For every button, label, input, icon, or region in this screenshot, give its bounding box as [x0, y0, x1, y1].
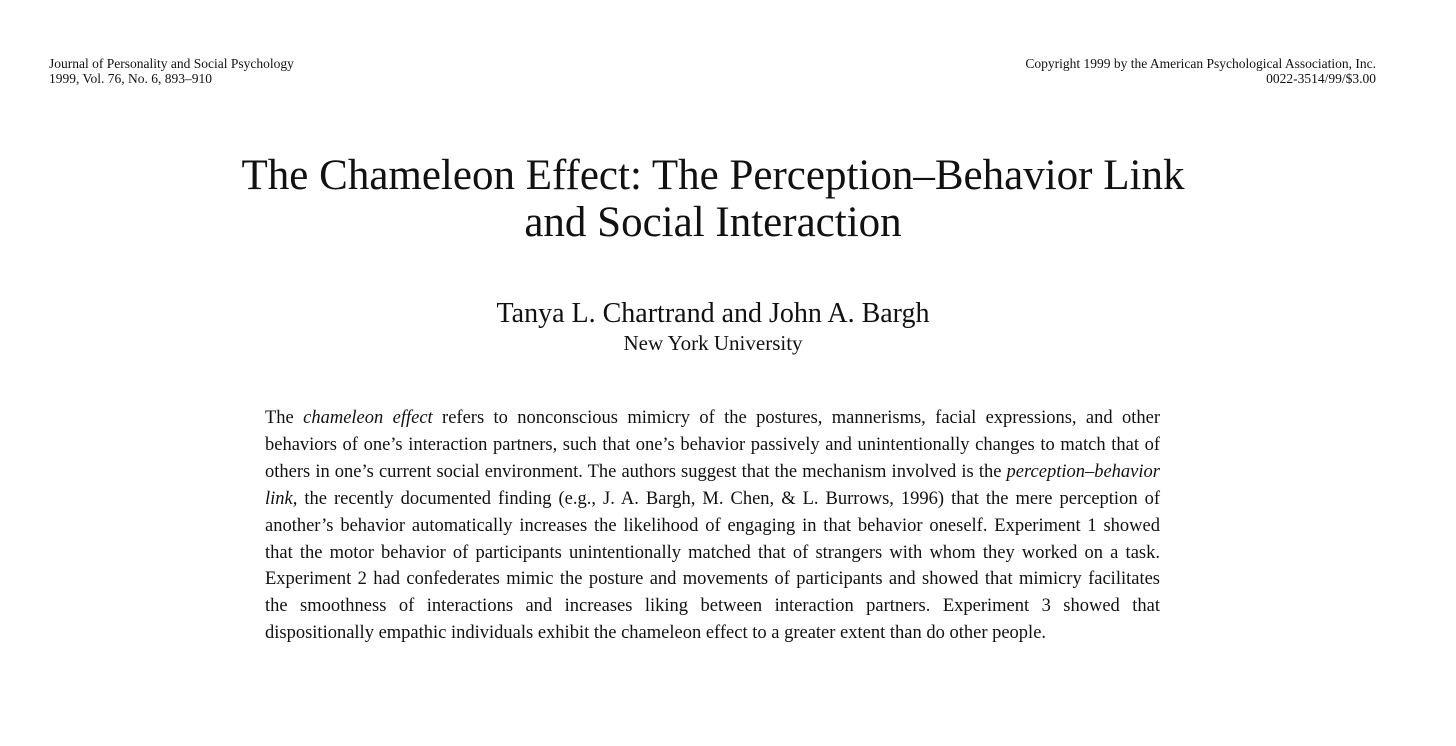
abstract-term-perception-behavior-link: perception–behavior link,	[265, 461, 1160, 509]
issn-price: 0022-3514/99/$3.00	[1266, 71, 1376, 86]
abstract: The chameleon effect refers to nonconsci…	[265, 405, 1160, 647]
journal-citation: Journal of Personality and Social Psycho…	[49, 56, 294, 86]
abstract-term-chameleon-effect: chameleon effect	[303, 408, 433, 428]
article-title: The Chameleon Effect: The Perception–Beh…	[0, 152, 1426, 246]
article-authors: Tanya L. Chartrand and John A. Bargh	[496, 298, 930, 329]
journal-volume-info: 1999, Vol. 76, No. 6, 893–910	[49, 71, 213, 86]
article-title-line-1: The Chameleon Effect: The Perception–Beh…	[241, 152, 1185, 199]
copyright-notice: Copyright 1999 by the American Psycholog…	[1025, 56, 1376, 86]
journal-name: Journal of Personality and Social Psycho…	[49, 56, 294, 71]
abstract-text-3: the recently documented finding (e.g., J…	[265, 488, 1160, 644]
abstract-text-2: refers to nonconscious mimicry of the po…	[265, 408, 1160, 482]
article-title-line-2: and Social Interaction	[524, 199, 902, 246]
abstract-text-1: The	[265, 408, 304, 428]
copyright-line: Copyright 1999 by the American Psycholog…	[1025, 56, 1376, 71]
author-affiliation: New York University	[623, 331, 803, 355]
